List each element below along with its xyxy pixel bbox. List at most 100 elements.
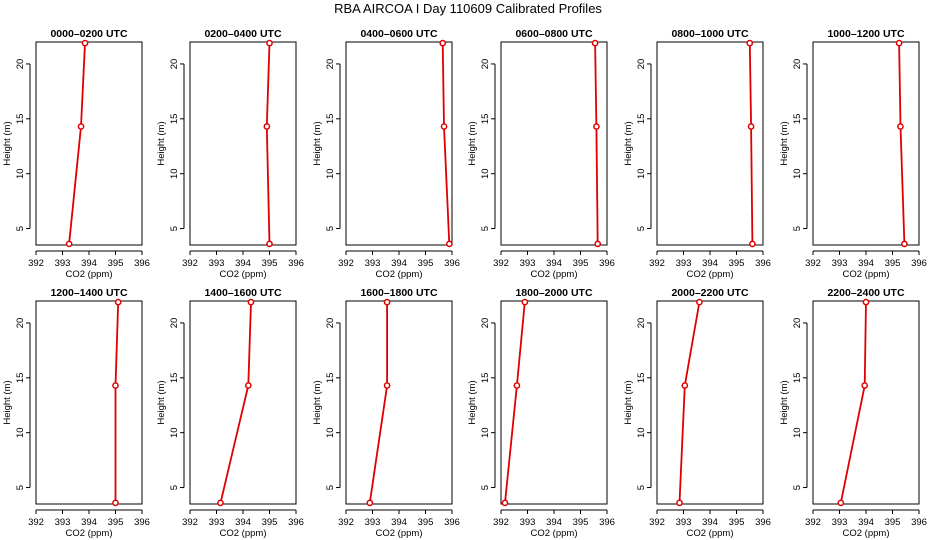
y-tick-label: 15 bbox=[169, 114, 180, 125]
profile-point bbox=[901, 240, 908, 248]
x-tick-label: 395 bbox=[885, 258, 901, 269]
profile-point bbox=[594, 240, 602, 248]
x-tick-label: 395 bbox=[729, 517, 745, 528]
plot-frame bbox=[345, 300, 453, 505]
x-tick-label: 392 bbox=[28, 517, 44, 528]
x-tick-label: 394 bbox=[391, 517, 407, 528]
profile-point bbox=[112, 382, 119, 389]
x-tick-label: 393 bbox=[676, 258, 692, 269]
x-tick-label: 396 bbox=[755, 517, 771, 528]
profile-panel-3: 0600–0800 UTC 392 393 394 395 396 CO2 (ppm) 5 10… bbox=[467, 28, 615, 280]
profile-point bbox=[266, 240, 273, 248]
profile-point bbox=[837, 499, 845, 507]
panel-title: 0800–1000 UTC bbox=[671, 28, 748, 40]
x-tick-label: 392 bbox=[649, 517, 665, 528]
profile-line bbox=[441, 43, 451, 244]
x-tick-label: 393 bbox=[55, 517, 71, 528]
x-tick-label: 392 bbox=[28, 258, 44, 269]
profile-line bbox=[114, 302, 120, 503]
panel-title: 1000–1200 UTC bbox=[827, 28, 904, 40]
y-tick-label: 5 bbox=[169, 485, 180, 490]
profile-line bbox=[748, 43, 754, 244]
profile-panel-4: 0800–1000 UTC 392 393 394 395 396 CO2 (ppm) 5 10… bbox=[623, 28, 771, 280]
plot-frame bbox=[812, 41, 920, 246]
y-tick-label: 15 bbox=[15, 373, 26, 384]
x-tick-label: 392 bbox=[493, 517, 509, 528]
y-tick-label: 5 bbox=[792, 226, 803, 231]
y-tick-label: 10 bbox=[636, 168, 647, 179]
plot-frame bbox=[345, 41, 453, 246]
profile-point bbox=[114, 298, 122, 306]
x-tick-label: 394 bbox=[546, 517, 562, 528]
y-tick-label: 15 bbox=[480, 373, 491, 384]
x-tick-label: 396 bbox=[288, 258, 304, 269]
y-tick-label: 5 bbox=[792, 485, 803, 490]
panel-title: 0600–0800 UTC bbox=[515, 28, 592, 40]
profile-point bbox=[446, 240, 453, 248]
profile-line bbox=[839, 302, 867, 504]
y-tick-label: 15 bbox=[480, 114, 491, 125]
x-tick-label: 395 bbox=[573, 517, 589, 528]
profile-line bbox=[594, 43, 599, 244]
profile-line bbox=[368, 302, 389, 504]
x-tick-label: 394 bbox=[81, 258, 97, 269]
x-tick-label: 396 bbox=[911, 517, 927, 528]
profile-panel-10: 2000–2200 UTC 392 393 394 395 396 CO2 (ppm) 5 10… bbox=[623, 287, 771, 539]
plot-frame bbox=[35, 41, 143, 246]
x-tick-label: 395 bbox=[885, 517, 901, 528]
y-tick-label: 5 bbox=[636, 226, 647, 231]
x-tick-label: 396 bbox=[444, 517, 460, 528]
profile-point bbox=[895, 39, 903, 47]
x-tick-label: 396 bbox=[599, 258, 615, 269]
plot-frame bbox=[189, 41, 297, 246]
x-tick-label: 392 bbox=[182, 258, 198, 269]
panel-title: 0200–0400 UTC bbox=[204, 28, 281, 40]
x-tick-label: 394 bbox=[546, 258, 562, 269]
x-axis-label: CO2 (ppm) bbox=[843, 269, 890, 280]
y-axis-label: Height (m) bbox=[2, 380, 13, 424]
panel-title: 0400–0600 UTC bbox=[360, 28, 437, 40]
x-tick-label: 396 bbox=[288, 517, 304, 528]
x-tick-label: 392 bbox=[182, 517, 198, 528]
x-tick-label: 393 bbox=[365, 258, 381, 269]
profile-point bbox=[244, 382, 252, 389]
x-tick-label: 395 bbox=[108, 258, 124, 269]
profile-point bbox=[593, 123, 600, 130]
profile-line bbox=[504, 302, 526, 503]
y-axis-label: Height (m) bbox=[156, 380, 167, 424]
x-axis-label: CO2 (ppm) bbox=[66, 528, 113, 539]
x-tick-label: 394 bbox=[702, 517, 718, 528]
y-tick-label: 20 bbox=[480, 318, 491, 329]
x-tick-label: 394 bbox=[858, 258, 874, 269]
y-axis-label: Height (m) bbox=[2, 121, 13, 165]
y-tick-label: 15 bbox=[325, 114, 336, 125]
y-tick-label: 20 bbox=[792, 59, 803, 70]
profile-point bbox=[696, 298, 703, 306]
x-axis-label: CO2 (ppm) bbox=[220, 269, 267, 280]
profile-panel-5: 1000–1200 UTC 392 393 394 395 396 CO2 (ppm) 5 10… bbox=[779, 28, 927, 280]
y-tick-label: 20 bbox=[15, 318, 26, 329]
profile-point bbox=[112, 499, 119, 507]
profile-point bbox=[439, 39, 447, 47]
y-tick-label: 15 bbox=[15, 114, 26, 125]
panel-title: 0000–0200 UTC bbox=[50, 28, 127, 40]
y-tick-label: 10 bbox=[15, 427, 26, 438]
y-axis-label: Height (m) bbox=[312, 380, 323, 424]
x-tick-label: 393 bbox=[209, 517, 225, 528]
x-tick-label: 392 bbox=[338, 258, 354, 269]
y-tick-label: 20 bbox=[480, 59, 491, 70]
y-tick-label: 20 bbox=[169, 318, 180, 329]
x-tick-label: 392 bbox=[805, 258, 821, 269]
profile-point bbox=[521, 298, 529, 306]
y-tick-label: 15 bbox=[636, 114, 647, 125]
x-tick-label: 392 bbox=[805, 517, 821, 528]
y-tick-label: 10 bbox=[15, 168, 26, 179]
y-tick-label: 15 bbox=[169, 373, 180, 384]
profile-line bbox=[898, 43, 906, 244]
y-tick-label: 5 bbox=[480, 485, 491, 490]
x-tick-label: 396 bbox=[444, 258, 460, 269]
x-tick-label: 396 bbox=[755, 258, 771, 269]
profile-point bbox=[513, 382, 521, 389]
panel-title: 1800–2000 UTC bbox=[515, 287, 592, 299]
profile-line bbox=[265, 43, 271, 244]
